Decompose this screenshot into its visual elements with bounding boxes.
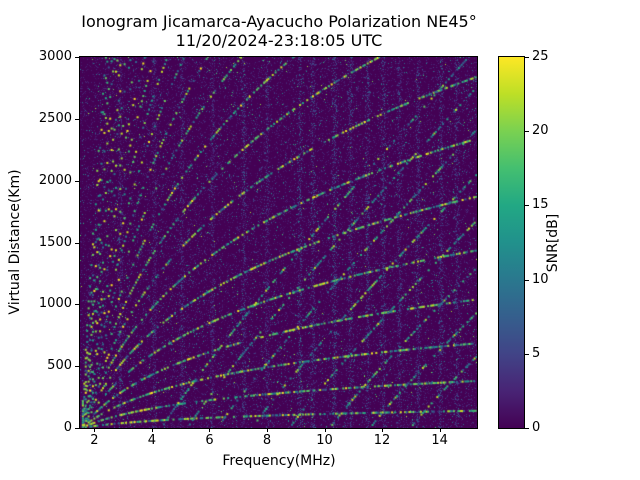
colorbar-tick-label: 0 xyxy=(532,420,541,435)
x-tick-label: 10 xyxy=(316,433,333,448)
colorbar-tick-label: 10 xyxy=(532,271,549,287)
x-axis-label: Frequency(MHz) xyxy=(222,453,336,469)
x-tick-label: 6 xyxy=(205,433,214,448)
figure-title: Ionogram Jicamarca-Ayacucho Polarization… xyxy=(81,12,477,31)
y-tick-label: 2500 xyxy=(38,110,72,126)
x-tick-label: 4 xyxy=(147,433,157,448)
y-tick-label: 3000 xyxy=(38,49,72,64)
colorbar-tick-mark xyxy=(525,131,529,133)
x-tick-label: 8 xyxy=(262,433,272,448)
y-tick-label: 500 xyxy=(47,358,72,374)
y-tick-mark xyxy=(75,366,79,368)
x-tick-label: 12 xyxy=(373,433,391,448)
x-tick-mark xyxy=(151,428,153,432)
x-tick-label: 14 xyxy=(431,433,448,448)
colorbar-tick-label: 25 xyxy=(532,49,549,64)
x-tick-mark xyxy=(439,428,441,432)
colorbar-tick-mark xyxy=(525,353,529,355)
x-tick-mark xyxy=(209,428,211,432)
colorbar-tick-label: 5 xyxy=(532,345,541,361)
plot-area xyxy=(79,56,478,429)
y-tick-label: 1000 xyxy=(38,296,72,312)
x-tick-label: 2 xyxy=(90,433,99,448)
y-tick-mark xyxy=(75,118,79,120)
x-tick-mark xyxy=(94,428,96,432)
y-tick-mark xyxy=(75,57,79,58)
x-tick-mark xyxy=(382,428,384,432)
ionogram-heatmap-canvas xyxy=(80,57,477,428)
y-tick-mark xyxy=(75,242,79,244)
y-tick-label: 2000 xyxy=(38,172,72,188)
y-tick-mark xyxy=(75,304,79,306)
colorbar-tick-mark xyxy=(525,428,529,429)
colorbar-tick-label: 15 xyxy=(532,197,549,213)
colorbar-tick-label: 20 xyxy=(532,123,549,139)
colorbar-tick-mark xyxy=(525,279,529,281)
colorbar-label: SNR[dB] xyxy=(545,213,561,273)
colorbar-tick-mark xyxy=(525,205,529,207)
y-tick-label: 1500 xyxy=(38,234,72,250)
colorbar-gradient xyxy=(499,57,524,428)
x-tick-mark xyxy=(266,428,268,432)
y-tick-mark xyxy=(75,428,79,429)
colorbar xyxy=(498,56,525,429)
colorbar-tick-mark xyxy=(525,57,529,58)
x-tick-mark xyxy=(324,428,326,432)
y-tick-mark xyxy=(75,180,79,182)
figure-subtitle: 11/20/2024-23:18:05 UTC xyxy=(175,31,383,50)
y-tick-label: 0 xyxy=(63,420,72,435)
